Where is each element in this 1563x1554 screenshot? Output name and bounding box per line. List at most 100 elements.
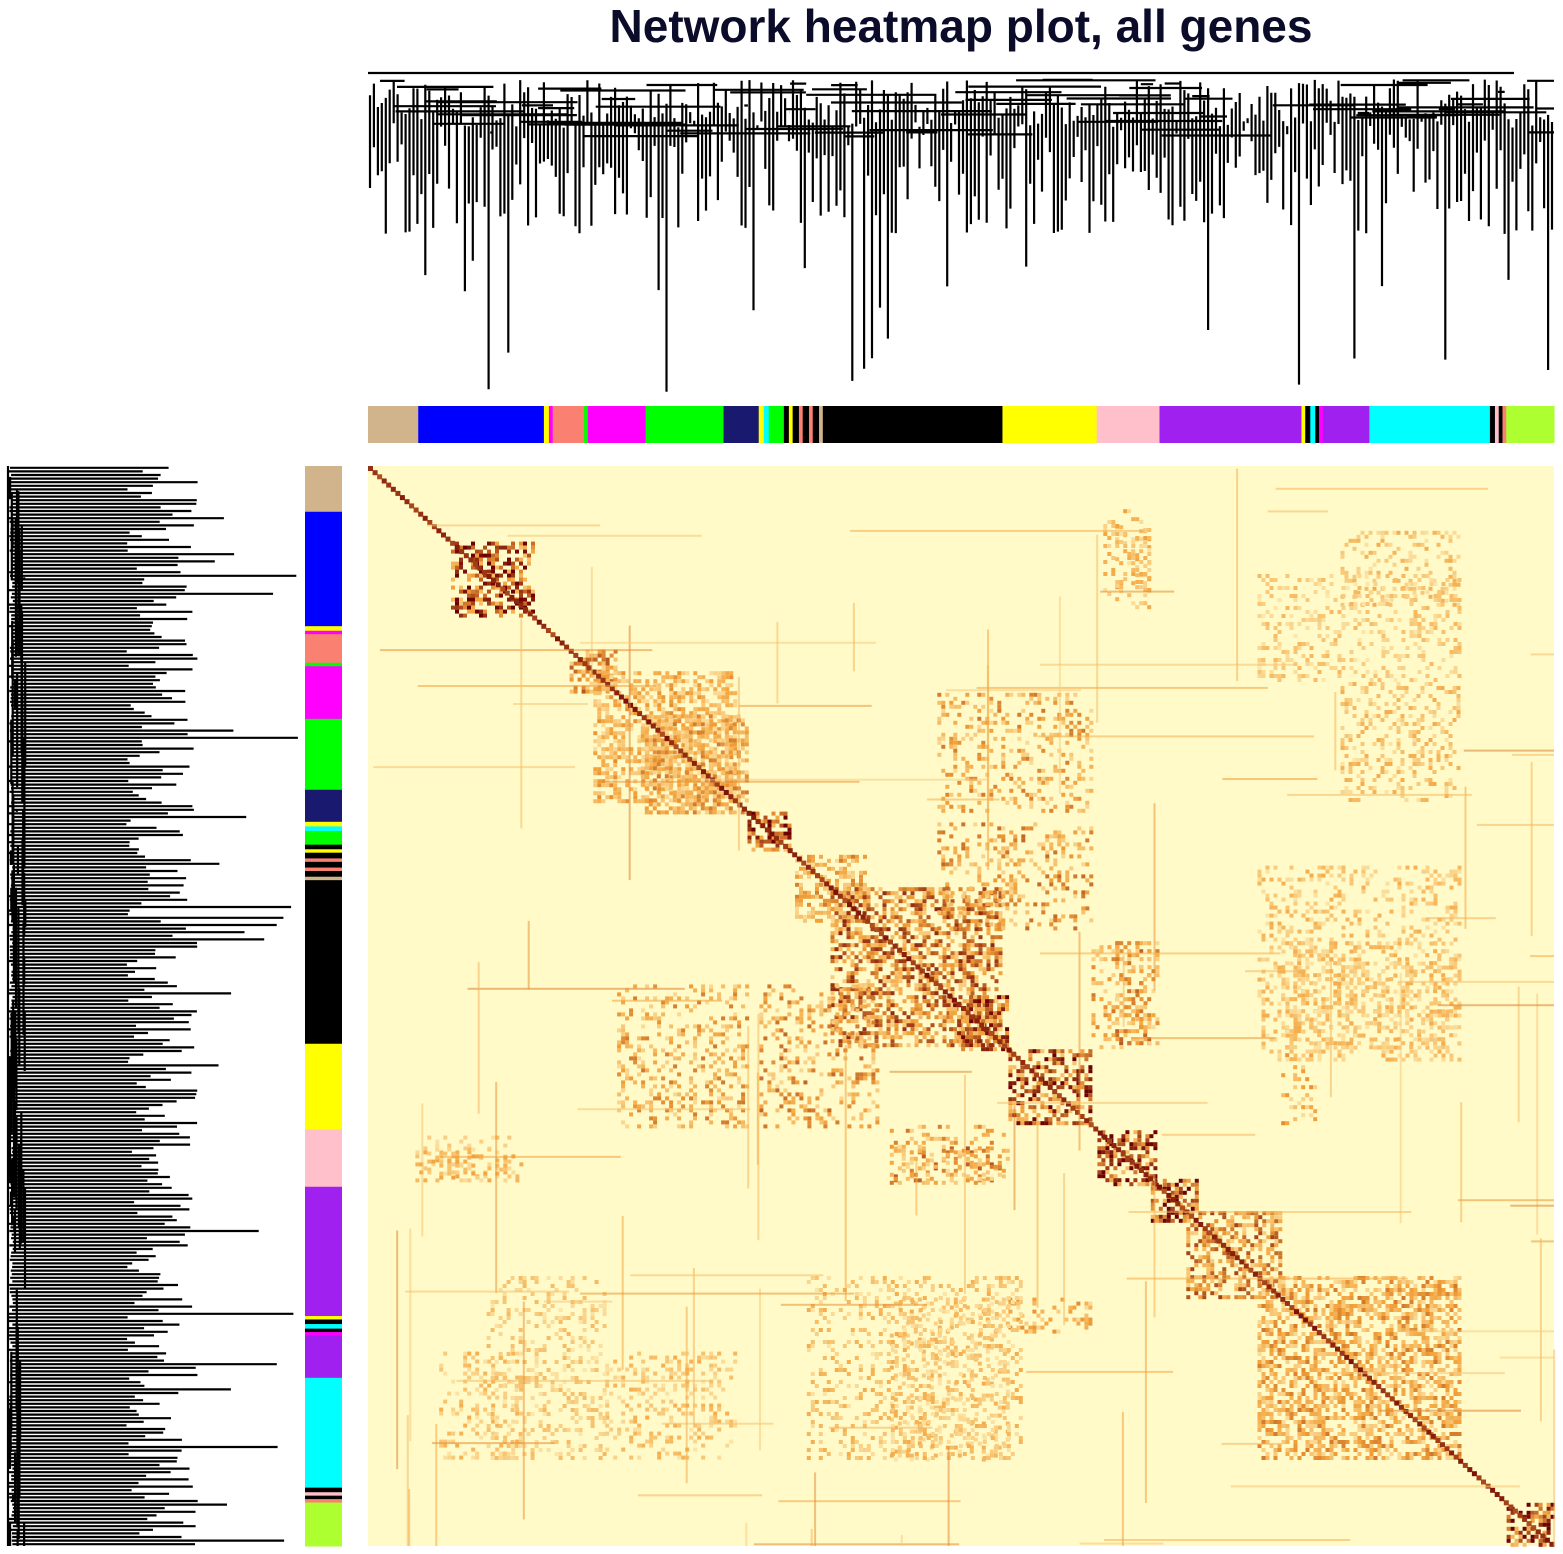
- diag-block-1-cell-251: [585, 669, 590, 674]
- diag-block-2-cell-909: [645, 795, 650, 800]
- diag-block-12-cell-3983: [1365, 1368, 1370, 1372]
- diag-block-2-cell-807: [725, 771, 730, 776]
- diag-block-0-cell-118: [459, 585, 463, 590]
- diag-block-13-cell-4625: [1510, 1510, 1515, 1515]
- diag-block-6-cell-2081: [906, 975, 911, 980]
- diag-block-8-cell-2734: [1084, 1085, 1089, 1090]
- diag-block-10-cell-2991: [1162, 1202, 1167, 1207]
- diag-block-6-cell-1736: [834, 919, 839, 924]
- diag-block-6-cell-1834: [874, 935, 879, 940]
- diag-block-6-cell-2106: [906, 979, 911, 984]
- diag-block-6-cell-2202: [922, 995, 927, 1000]
- diag-block-13-cell-4672: [1506, 1538, 1511, 1543]
- diag-block-6-cell-2010: [902, 963, 907, 968]
- diag-block-2-cell-791: [613, 771, 618, 776]
- diag-block-13-cell-4643: [1510, 1518, 1515, 1523]
- diag-block-3-cell-1008: [640, 734, 645, 739]
- diag-block-12-cell-4300: [1385, 1412, 1390, 1416]
- diag-block-2-cell-856: [677, 783, 682, 788]
- diag-block-11-cell-3253: [1238, 1279, 1243, 1284]
- off-block-1-cell-4889: [1069, 720, 1074, 725]
- diag-block-11-cell-3216: [1242, 1267, 1247, 1272]
- diag-block-11-cell-3174: [1278, 1251, 1283, 1256]
- diag-block-6-cell-2432: [966, 1031, 971, 1036]
- diag-block-6-cell-1627: [898, 899, 903, 904]
- diag-block-2-cell-297: [601, 671, 606, 676]
- diag-block-12-cell-3889: [1313, 1356, 1318, 1360]
- diag-block-2-cell-908: [641, 795, 646, 800]
- diag-block-6-cell-1942: [974, 951, 979, 956]
- diag-block-12-cell-3463: [1385, 1296, 1390, 1300]
- diag-block-12-cell-4325: [1337, 1416, 1342, 1420]
- diag-block-11-cell-3241: [1222, 1275, 1227, 1280]
- diag-block-6-cell-1677: [918, 907, 923, 912]
- diag-block-3-cell-1142: [700, 766, 705, 771]
- diag-block-11-cell-3147: [1250, 1243, 1255, 1248]
- diag-block-7-cell-2514: [1001, 995, 1006, 1000]
- diag-block-7-cell-2541: [997, 1007, 1002, 1012]
- diag-block-0-cell-39: [491, 553, 495, 558]
- diag-block-12-cell-3965: [1445, 1364, 1450, 1368]
- diag-block-12-cell-4174: [1349, 1396, 1354, 1400]
- diag-block-6-cell-1895: [982, 943, 987, 948]
- diag-block-12-cell-4320: [1317, 1416, 1322, 1420]
- diag-block-11-cell-3260: [1186, 1283, 1191, 1288]
- off-block-0-cell-4733: [1131, 601, 1136, 606]
- diag-block-4-cell-1350: [783, 831, 788, 836]
- diag-block-4-cell-1353: [755, 835, 760, 840]
- diag-block-3-cell-1116: [744, 758, 749, 763]
- diag-block-0-cell-146: [471, 593, 475, 598]
- diag-block-6-cell-2247: [866, 1003, 871, 1008]
- diag-block-12-cell-4037: [1349, 1376, 1354, 1380]
- diag-block-2-cell-723: [693, 755, 698, 760]
- diag-block-12-cell-4550: [1373, 1448, 1378, 1452]
- diag-block-0-cell-96: [499, 573, 503, 578]
- diag-block-11-cell-3277: [1198, 1287, 1203, 1292]
- diag-block-12-cell-3670: [1397, 1324, 1402, 1328]
- diag-block-12-cell-3743: [1333, 1336, 1338, 1340]
- diag-block-3-cell-1314: [740, 810, 745, 815]
- diag-block-2-cell-712: [625, 755, 630, 760]
- diag-block-0-cell-17: [503, 545, 507, 550]
- diag-block-6-cell-2452: [942, 1035, 947, 1040]
- diag-block-6-cell-1889: [958, 943, 963, 948]
- diag-block-1-cell-249: [577, 669, 582, 674]
- diag-block-6-cell-1557: [906, 887, 911, 892]
- diag-block-5-cell-1440: [795, 882, 799, 887]
- diag-block-2-cell-783: [717, 767, 722, 772]
- diag-block-2-cell-904: [609, 795, 614, 800]
- diag-block-6-cell-2075: [874, 975, 879, 980]
- diag-block-5-cell-1467: [815, 890, 819, 895]
- diag-block-2-cell-932: [685, 799, 690, 804]
- diag-block-12-cell-4092: [1345, 1384, 1350, 1388]
- diag-block-2-cell-685: [729, 747, 734, 752]
- diag-block-2-cell-344: [673, 679, 678, 684]
- diag-block-11-cell-3303: [1238, 1295, 1243, 1300]
- diag-block-12-cell-3398: [1333, 1288, 1338, 1292]
- diag-block-12-cell-4127: [1409, 1388, 1414, 1392]
- diag-block-12-cell-3571: [1273, 1312, 1278, 1316]
- diag-block-6-cell-2188: [966, 991, 971, 996]
- left-module-segment-35: [305, 1502, 342, 1547]
- diag-block-6-cell-1588: [930, 891, 935, 896]
- diag-block-6-cell-1825: [974, 931, 979, 936]
- diag-block-12-cell-4257: [1285, 1408, 1290, 1412]
- diag-block-2-cell-557: [621, 723, 626, 728]
- diag-block-4-cell-1324: [775, 815, 780, 820]
- diag-block-2-cell-729: [601, 759, 606, 764]
- diag-block-6-cell-1837: [898, 935, 903, 940]
- diag-block-12-cell-3649: [1421, 1320, 1426, 1324]
- off-block-1-cell-4887: [1029, 720, 1034, 725]
- diag-block-12-cell-4204: [1341, 1400, 1346, 1404]
- diag-block-12-cell-3792: [1261, 1344, 1266, 1348]
- diag-block-6-cell-2504: [978, 1043, 983, 1048]
- diag-block-6-cell-2105: [898, 979, 903, 984]
- diag-block-3-cell-1298: [656, 810, 661, 815]
- diag-block-12-cell-3460: [1361, 1296, 1366, 1300]
- diag-block-12-cell-4205: [1353, 1400, 1358, 1404]
- off-block-sym-0-cell-4781: [451, 1170, 456, 1175]
- diag-block-12-cell-3690: [1385, 1328, 1390, 1332]
- diag-block-6-cell-2394: [910, 1027, 915, 1032]
- diag-block-12-cell-3521: [1389, 1304, 1394, 1308]
- diag-block-12-cell-3724: [1377, 1332, 1382, 1336]
